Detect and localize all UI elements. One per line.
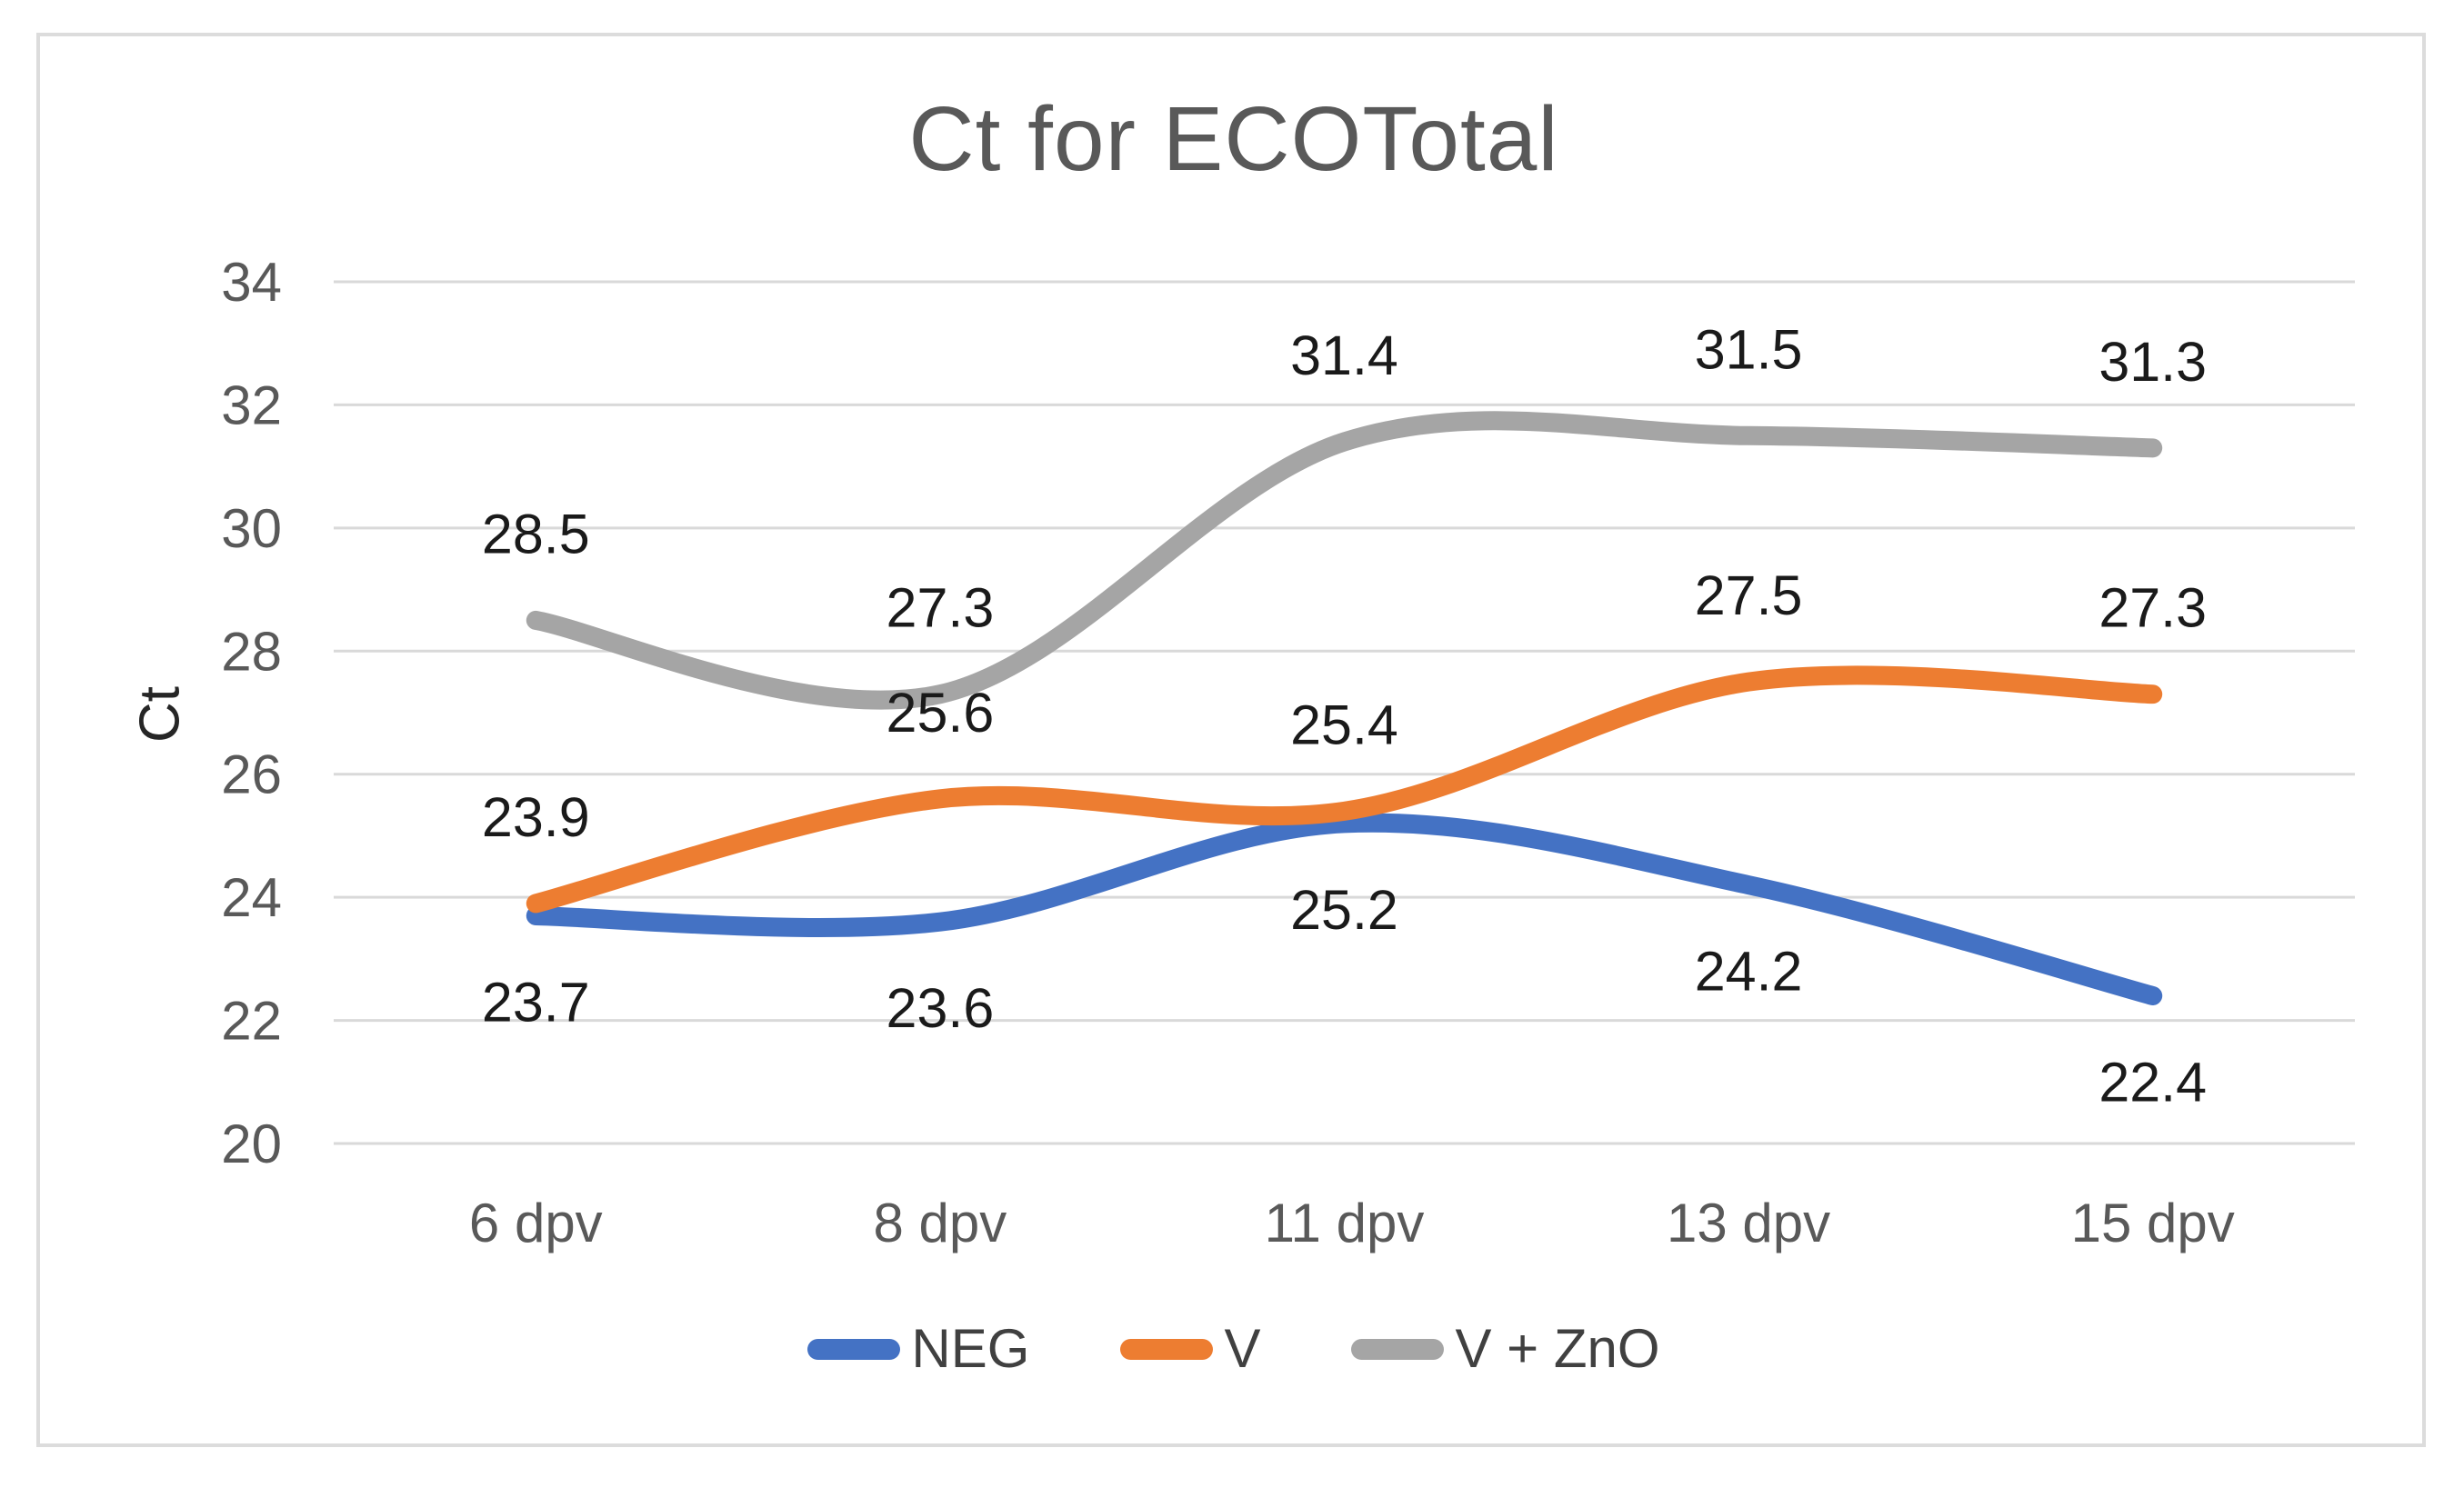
legend-label-v: V [1224, 1318, 1261, 1379]
data-label: 25.2 [1290, 879, 1398, 941]
legend-swatch-v-zno [1351, 1338, 1445, 1360]
legend-item-neg: NEG [807, 1322, 1029, 1376]
series-line-v [526, 665, 2163, 914]
legend-item-v: V [1120, 1322, 1260, 1376]
y-tick-label: 22 [221, 991, 282, 1052]
legend-label-neg: NEG [911, 1318, 1030, 1379]
data-label: 27.3 [886, 577, 995, 639]
legend: NEG V V + ZnO [38, 1322, 2429, 1376]
series-line-v-zno [526, 411, 2163, 710]
x-tick-label: 11 dpv [1265, 1193, 1425, 1253]
legend-swatch-neg [807, 1338, 901, 1360]
y-tick-label: 32 [221, 374, 282, 435]
legend-label-v-zno: V + ZnO [1455, 1318, 1660, 1379]
x-tick-label: 8 dpv [874, 1193, 1007, 1253]
data-label: 23.7 [482, 971, 590, 1033]
chart-border-frame [36, 33, 2426, 1447]
data-label: 31.4 [1290, 325, 1398, 386]
y-tick-label: 26 [221, 744, 282, 805]
data-label: 31.5 [1695, 318, 1803, 380]
x-tick-label: 6 dpv [469, 1193, 603, 1253]
legend-swatch-v [1120, 1338, 1214, 1360]
y-tick-label: 30 [221, 498, 282, 559]
data-label: 24.2 [1695, 941, 1803, 1003]
series-line-neg [526, 813, 2163, 1005]
data-label: 31.3 [2098, 331, 2207, 393]
y-tick-label: 24 [221, 867, 282, 928]
data-label: 27.3 [2098, 577, 2207, 639]
x-tick-label: 13 dpv [1667, 1193, 1830, 1253]
data-label: 22.4 [2098, 1051, 2207, 1113]
data-label: 23.6 [886, 977, 995, 1039]
chart-title: Ct for ECOTotal [908, 88, 1559, 190]
data-label: 25.4 [1290, 694, 1398, 755]
y-tick-label: 34 [221, 252, 282, 313]
data-label: 27.5 [1695, 564, 1803, 626]
y-tick-label: 20 [221, 1114, 282, 1174]
data-label: 23.9 [482, 786, 590, 848]
data-label: 25.6 [886, 682, 995, 744]
data-label: 28.5 [482, 503, 590, 564]
x-tick-label: 15 dpv [2071, 1193, 2235, 1253]
legend-item-v-zno: V + ZnO [1351, 1318, 1660, 1379]
y-tick-label: 28 [221, 621, 282, 682]
